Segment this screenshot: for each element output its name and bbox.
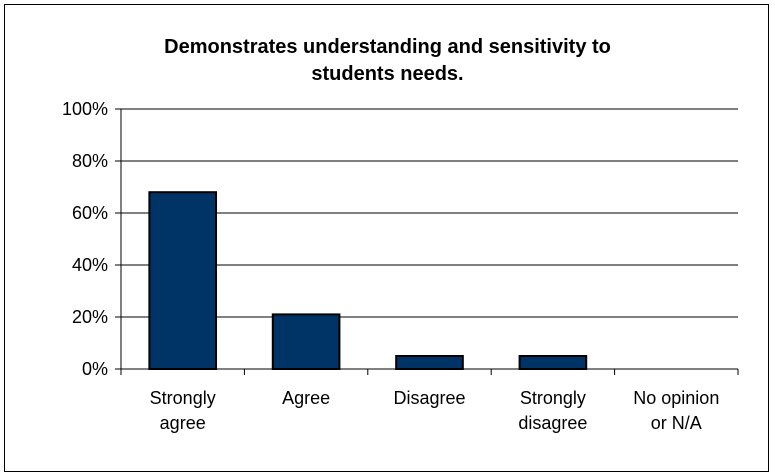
bar-2 [395, 355, 464, 370]
chart-title: Demonstrates understanding and sensitivi… [0, 34, 775, 88]
category-label-1-0: Agree [282, 388, 330, 408]
category-label-2-0: Disagree [393, 388, 465, 408]
y-tick-label-40: 40% [72, 255, 108, 275]
axes [115, 108, 739, 375]
category-label-0-0: Strongly [150, 388, 216, 408]
bars [148, 191, 588, 370]
y-tick-label-0: 0% [82, 359, 108, 379]
category-label-4-0: No opinion [633, 388, 719, 408]
chart-title-line-2: students needs. [311, 63, 464, 85]
bar-3 [518, 355, 588, 370]
category-label-0-1: agree [160, 413, 206, 433]
y-tick-label-100: 100% [62, 99, 108, 119]
bar-0 [148, 191, 218, 370]
category-label-4-1: or N/A [651, 413, 702, 433]
grid-lines [121, 108, 738, 318]
chart-title-line-1: Demonstrates understanding and sensitivi… [164, 36, 611, 58]
category-label-3-1: disagree [518, 413, 587, 433]
y-tick-label-20: 20% [72, 307, 108, 327]
y-tick-label-60: 60% [72, 203, 108, 223]
labels: 0% 20% 40% 60% 80% 100% Strongly agree Agree Disa… [62, 99, 719, 433]
chart-frame [4, 4, 769, 472]
category-label-3-0: Strongly [520, 388, 586, 408]
y-tick-label-80: 80% [72, 151, 108, 171]
bar-1 [271, 313, 341, 370]
